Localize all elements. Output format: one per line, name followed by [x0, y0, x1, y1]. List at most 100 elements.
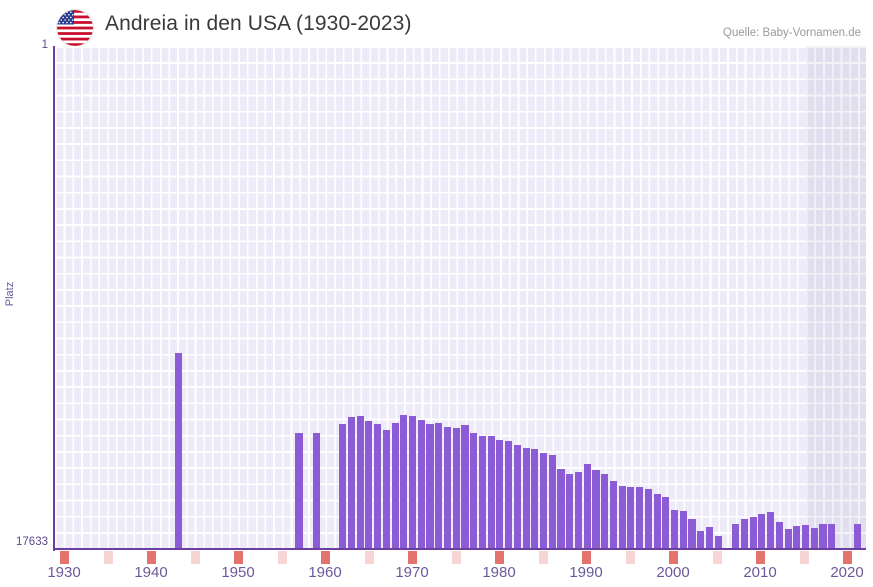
bar-1995[interactable]: [618, 486, 626, 549]
x-tick-2020: [842, 551, 852, 564]
bar-1976[interactable]: [452, 428, 460, 549]
bar-1992[interactable]: [592, 470, 600, 549]
x-axis-label-1930: 1930: [47, 564, 81, 581]
bar-2011[interactable]: [758, 514, 766, 549]
bar-2008[interactable]: [732, 524, 740, 549]
bar-2001[interactable]: [671, 510, 679, 549]
bar-1972[interactable]: [417, 420, 425, 549]
bar-2005[interactable]: [705, 527, 714, 549]
us-flag-icon: [57, 10, 93, 46]
bar-1993[interactable]: [601, 474, 609, 549]
bar-1978[interactable]: [470, 433, 478, 549]
x-tick-1990: [581, 551, 591, 564]
x-tick-1930: [59, 551, 69, 564]
x-axis-label-2010: 2010: [743, 564, 777, 581]
y-axis-line: [53, 46, 55, 551]
x-axis-label-2020: 2020: [830, 564, 864, 581]
bar-2004[interactable]: [697, 531, 705, 549]
x-tick-1985: [538, 551, 548, 564]
shaded-future-region: [806, 46, 866, 549]
bar-2009[interactable]: [740, 519, 748, 549]
bar-2019[interactable]: [828, 524, 836, 549]
x-tick-2015: [799, 551, 809, 564]
bar-1996[interactable]: [627, 487, 635, 549]
bar-1988[interactable]: [557, 469, 565, 549]
x-tick-2000: [668, 551, 678, 564]
bar-1983[interactable]: [513, 445, 521, 549]
x-tick-1980: [494, 551, 504, 564]
bar-2002[interactable]: [679, 511, 687, 549]
bar-1966[interactable]: [365, 421, 373, 549]
x-axis-label-2000: 2000: [656, 564, 690, 581]
bar-1989[interactable]: [566, 474, 574, 549]
bar-1999[interactable]: [653, 494, 661, 549]
bar-1981[interactable]: [496, 440, 504, 549]
bar-1977[interactable]: [461, 425, 469, 549]
x-axis-line: [53, 548, 866, 550]
bar-2017[interactable]: [810, 528, 818, 549]
x-axis-label-1970: 1970: [395, 564, 429, 581]
bar-1968[interactable]: [382, 430, 390, 549]
x-tick-1965: [364, 551, 374, 564]
bar-2006[interactable]: [714, 536, 722, 549]
bar-1943[interactable]: [175, 353, 183, 549]
x-tick-1935: [103, 551, 113, 564]
x-tick-2010: [755, 551, 765, 564]
x-axis-label-1980: 1980: [482, 564, 516, 581]
x-axis-label-1990: 1990: [569, 564, 603, 581]
y-axis-top-label: 1: [41, 39, 48, 51]
source-attribution: Quelle: Baby-Vornamen.de: [722, 27, 861, 39]
bar-1973[interactable]: [426, 424, 434, 549]
bar-1982[interactable]: [505, 441, 513, 549]
x-tick-1995: [625, 551, 635, 564]
bar-1998[interactable]: [644, 489, 652, 549]
x-axis-label-1940: 1940: [134, 564, 168, 581]
bar-1963[interactable]: [339, 424, 347, 549]
bar-1964[interactable]: [347, 417, 355, 549]
bar-1958[interactable]: [295, 433, 303, 549]
bar-1986[interactable]: [540, 453, 548, 549]
bar-1969[interactable]: [391, 423, 399, 549]
bar-1971[interactable]: [409, 416, 417, 549]
bar-2010[interactable]: [749, 517, 757, 549]
bar-2003[interactable]: [688, 519, 696, 549]
x-tick-1950: [233, 551, 243, 564]
y-axis-bottom-label: 17633: [16, 536, 48, 548]
bar-1997[interactable]: [636, 487, 644, 549]
bar-1994[interactable]: [609, 481, 617, 549]
bar-2015[interactable]: [793, 526, 801, 549]
bar-2016[interactable]: [802, 525, 810, 549]
bar-1970[interactable]: [400, 415, 408, 549]
bar-2012[interactable]: [767, 512, 775, 549]
bar-1980[interactable]: [487, 436, 495, 549]
bar-1960[interactable]: [312, 433, 321, 549]
x-tick-1945: [190, 551, 200, 564]
x-tick-1970: [407, 551, 417, 564]
bar-1985[interactable]: [531, 449, 539, 549]
x-axis-label-1950: 1950: [221, 564, 255, 581]
x-axis-label-1960: 1960: [308, 564, 342, 581]
y-axis-title: Platz: [4, 281, 16, 307]
bar-1990[interactable]: [574, 472, 583, 549]
bar-2022[interactable]: [854, 524, 862, 549]
bar-1974[interactable]: [435, 423, 443, 549]
x-tick-1940: [146, 551, 156, 564]
bar-2018[interactable]: [819, 524, 827, 549]
x-tick-1975: [451, 551, 461, 564]
bar-1975[interactable]: [443, 427, 452, 549]
bar-1967[interactable]: [374, 424, 382, 549]
bar-1984[interactable]: [522, 448, 530, 549]
x-tick-2005: [712, 551, 722, 564]
bar-1991[interactable]: [583, 464, 591, 549]
bar-2014[interactable]: [784, 529, 792, 549]
page-title: Andreia in den USA (1930-2023): [105, 12, 412, 35]
bar-1979[interactable]: [478, 436, 486, 549]
bar-1987[interactable]: [548, 455, 556, 549]
bar-2013[interactable]: [775, 522, 783, 549]
x-tick-1960: [320, 551, 330, 564]
plot-area: [55, 46, 866, 549]
x-tick-1955: [277, 551, 287, 564]
bar-1965[interactable]: [356, 416, 364, 549]
bar-2000[interactable]: [662, 497, 670, 549]
